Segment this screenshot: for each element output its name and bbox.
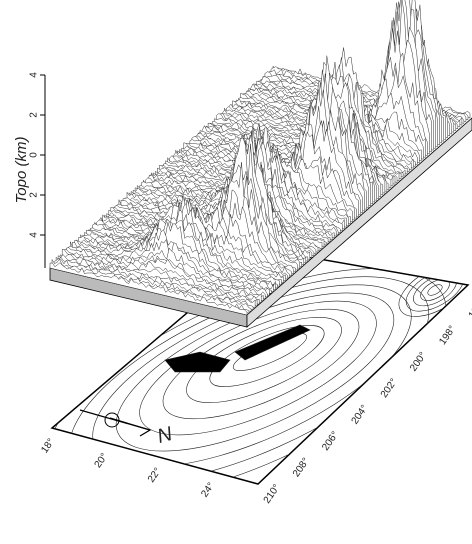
lat-tick-label: 18°: [39, 437, 57, 456]
lon-tick-label: 202°: [379, 377, 400, 400]
lat-tick-label: 22°: [146, 466, 164, 485]
surface-mesh: [50, 0, 470, 315]
lon-tick-label: 208°: [291, 456, 312, 479]
z-axis-label: Topo (km): [13, 137, 30, 204]
z-tick-label: 4: [29, 72, 40, 78]
lon-tick-label: 204°: [350, 403, 371, 426]
lon-tick-label: 210°: [262, 482, 283, 505]
z-tick-label: 4: [29, 232, 40, 238]
lon-tick-label: 200°: [408, 350, 429, 373]
z-tick-label: 0: [29, 152, 40, 158]
lat-tick-label: 20°: [93, 451, 111, 470]
lon-tick-label: 206°: [320, 430, 341, 453]
lon-tick-label: 196°: [467, 297, 472, 320]
lon-tick-label: 198°: [437, 324, 458, 347]
lat-tick-label: 24°: [199, 481, 217, 500]
z-tick-label: 2: [29, 192, 40, 198]
figure: N Topo (km) 4202418°20°22°24°210°208°206…: [0, 0, 472, 544]
z-tick-label: 2: [29, 112, 40, 118]
